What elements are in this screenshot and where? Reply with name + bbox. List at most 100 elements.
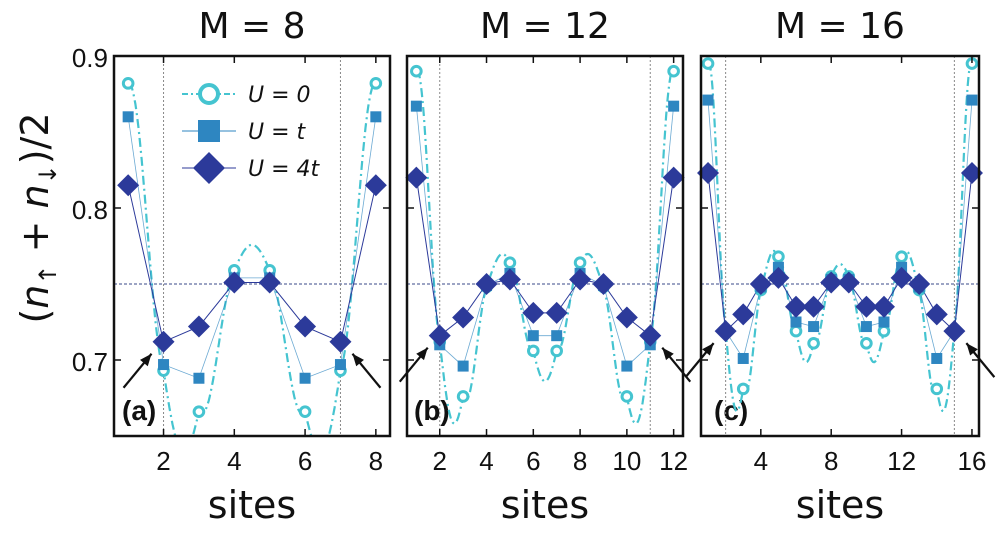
panel-b-frame: [405, 54, 685, 438]
panel-a-ut-point-8: [370, 111, 382, 123]
panel-b-ut-point-6: [527, 330, 539, 342]
panel-a-arrow-left: [122, 353, 153, 389]
panel-c-u4t-point-14: [925, 303, 948, 326]
panel-c-u4t-point-12: [890, 266, 913, 289]
panel-c-u0-point-5: [772, 250, 785, 263]
panel-b-title: M = 12: [480, 6, 610, 47]
panel-b-u4t-point-7: [545, 301, 568, 324]
panel-a-ut-line: [127, 116, 377, 379]
panel-c-xtick-label-3: 16: [958, 446, 987, 476]
panel-c-title: M = 16: [775, 6, 905, 47]
panel-c-u4t-point-5: [767, 266, 790, 289]
panel-c-u4t-point-9: [837, 271, 860, 294]
y-tick-label-0.8: 0.8: [72, 195, 108, 225]
panel-c-xtick-label-0: 4: [754, 446, 768, 476]
panel-c: M = 16 sites (c) 4 8 12 16: [684, 6, 996, 527]
panel-c-u0-point-10: [860, 336, 873, 350]
panel-c-u4t-point-6: [785, 295, 808, 318]
panel-b-u0-point-6: [527, 344, 540, 358]
panel-a-u0-curve: [128, 82, 376, 436]
panel-a-xtick-label-3: 8: [369, 446, 383, 476]
panel-c-ut-point-14: [931, 352, 943, 364]
panel-b-u4t-point-1: [405, 166, 428, 189]
legend-label-u4t: U = 4t: [248, 157, 321, 182]
legend-label-ut: U = t: [248, 120, 307, 145]
panel-c-u0-curve: [707, 61, 973, 413]
panel-a: M = 8 sites (a) 2 4 6 8: [112, 6, 392, 527]
panel-b-ut-point-3: [457, 360, 469, 372]
panel-c-u0-point-12: [895, 250, 908, 263]
panel-a-xtick-label-2: 6: [298, 446, 312, 476]
panel-c-ut-point-3: [737, 352, 749, 364]
panel-c-ut-line: [707, 100, 973, 360]
panel-b-xtick-label-2: 6: [526, 446, 540, 476]
panel-a-u4t-point-5: [258, 271, 281, 294]
panel-b-u0-point-12: [667, 64, 680, 78]
panel-b-ut-point-7: [551, 330, 563, 342]
y-tick-labels: 0.7 0.8 0.9: [72, 43, 108, 377]
panel-c-u0-point-6: [789, 324, 803, 338]
panel-a-title: M = 8: [198, 6, 305, 47]
legend-label-u0: U = 0: [248, 83, 311, 108]
panel-a-u0-point-6: [298, 405, 312, 418]
panel-b-ut-point-1: [410, 100, 422, 112]
panel-a-ut-point-7: [334, 359, 346, 371]
panel-b-ut-point-10: [621, 360, 633, 372]
panel-b-x-label: sites: [501, 483, 589, 527]
panel-a-frame: [112, 54, 392, 438]
panel-c-ut-point-16: [966, 94, 978, 106]
panel-a-u4t-point-3: [187, 315, 210, 338]
panel-b-u0-curve: [415, 69, 675, 425]
legend-entry-u4t: U = 4t: [182, 152, 321, 184]
panel-a-ut-point-1: [122, 111, 134, 123]
panel-c-u4t-point-10: [855, 295, 878, 318]
panel-b-arrow-left: [398, 346, 429, 383]
panel-b: M = 12 sites (b) 2 4 6 8 10 12: [398, 6, 692, 527]
panel-b-u4t-point-5: [498, 268, 521, 291]
legend: U = 0 U = t U = 4t: [182, 83, 321, 184]
legend-marker-diamond: [193, 152, 225, 184]
y-tick-label-0.7: 0.7: [72, 347, 108, 377]
panel-b-ut-point-12: [668, 100, 680, 112]
panel-b-u0-point-1: [410, 64, 423, 78]
panel-a-u4t-point-1: [117, 174, 140, 197]
panel-b-u4t-point-8: [569, 268, 592, 291]
panel-c-u0-point-3: [736, 382, 750, 396]
panel-a-u4t-point-6: [294, 315, 317, 338]
panel-c-arrow-right: [965, 342, 996, 378]
panel-b-u0-point-7: [550, 344, 563, 358]
panel-c-arrow-left: [684, 342, 715, 378]
panel-c-u0-point-14: [930, 382, 944, 396]
panel-a-u0-point-8: [369, 77, 383, 90]
panel-b-xtick-label-5: 12: [659, 446, 688, 476]
panel-c-u0-point-7: [807, 336, 820, 350]
panel-b-u4t-point-4: [475, 273, 498, 295]
panel-c-u4t-point-8: [820, 271, 843, 294]
panel-a-ut-point-3: [193, 372, 205, 384]
panel-c-frame: [699, 54, 981, 438]
panel-b-xtick-label-0: 2: [433, 446, 447, 476]
panel-a-u0-point-3: [192, 405, 206, 418]
panel-c-xtick-label-1: 8: [824, 446, 838, 476]
panel-c-ut-point-7: [808, 321, 820, 333]
panel-c-u4t-point-1: [697, 162, 720, 185]
panel-c-u0-point-11: [877, 324, 891, 338]
panel-b-u0-point-10: [620, 390, 634, 403]
panel-c-ut-point-6: [790, 316, 802, 328]
legend-marker-square: [198, 120, 220, 142]
panel-b-xtick-label-4: 10: [612, 446, 641, 476]
panel-b-u4t-point-10: [615, 306, 638, 329]
panel-c-ut-point-11: [878, 316, 890, 328]
panel-a-letter: (a): [122, 395, 156, 426]
panel-c-u4t-point-13: [908, 273, 931, 295]
y-axis-label: (n↑ + n↓)/2: [13, 112, 62, 323]
panel-a-xtick-label-0: 2: [156, 446, 170, 476]
panel-a-ut-point-2: [158, 359, 170, 371]
panel-a-x-label: sites: [208, 483, 296, 527]
panel-c-ut-point-10: [860, 321, 872, 333]
panel-c-u4t-point-16: [960, 162, 983, 185]
panel-b-u4t-point-11: [639, 324, 662, 347]
panel-c-u4t-point-11: [872, 295, 895, 318]
legend-entry-ut: U = t: [182, 120, 307, 145]
panel-b-u0-point-3: [456, 390, 470, 403]
